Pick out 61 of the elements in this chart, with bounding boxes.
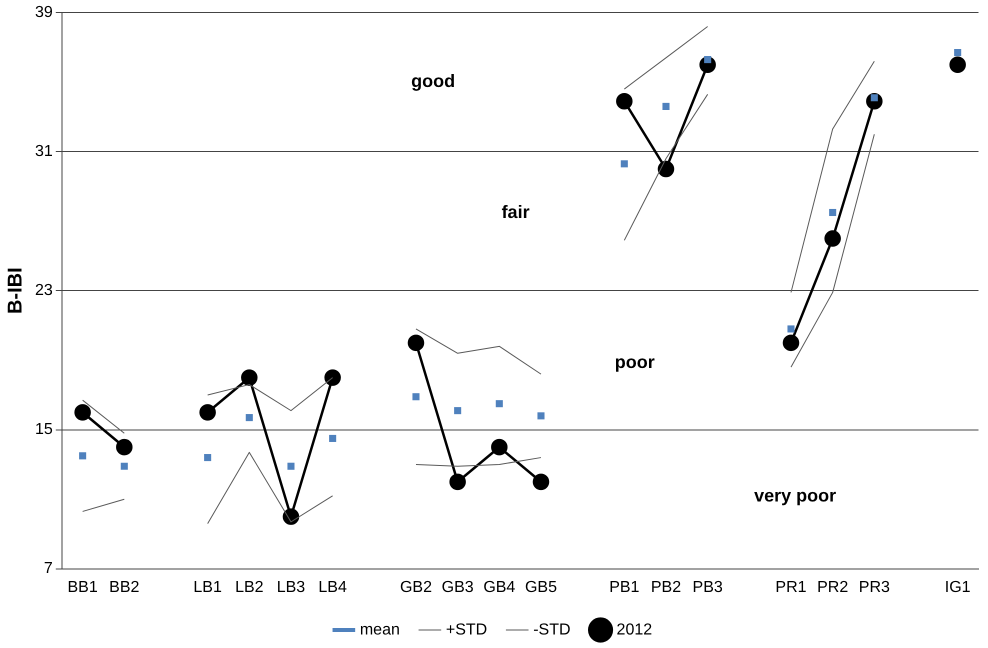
x-tick-label: PR3: [858, 578, 890, 596]
x-tick-label: LB2: [235, 578, 264, 596]
legend-label: mean: [360, 621, 400, 638]
point: [120, 462, 128, 470]
point: [704, 56, 712, 64]
x-tick-label: GB2: [400, 578, 432, 596]
annotation: fair: [502, 202, 530, 222]
point: [287, 462, 295, 470]
point: [74, 404, 91, 421]
x-tick-label: LB3: [276, 578, 306, 596]
point: [532, 474, 550, 490]
point: [408, 334, 424, 352]
point: [79, 452, 86, 460]
y-tick-label: 31: [35, 143, 53, 160]
x-tick-label: BB1: [68, 578, 98, 596]
point: [954, 49, 962, 56]
point: [662, 102, 670, 110]
legend-label: +STD: [446, 621, 488, 638]
point: [537, 412, 545, 420]
point: [824, 230, 841, 247]
legend-label: -STD: [533, 621, 571, 638]
point: [787, 325, 795, 332]
point: [412, 393, 420, 400]
point: [199, 404, 216, 421]
point: [241, 369, 258, 386]
point: [496, 400, 503, 408]
y-axis-title: B-IBI: [4, 267, 27, 314]
x-tick-label: GB3: [442, 578, 474, 596]
point: [491, 438, 508, 456]
point: [782, 334, 800, 352]
point: [246, 414, 253, 422]
x-tick-label: LB1: [193, 578, 222, 596]
x-tick-label: LB4: [318, 578, 347, 596]
point: [324, 369, 341, 386]
y-tick-label: 39: [35, 4, 53, 22]
x-tick-label: PR2: [817, 578, 848, 596]
x-tick-label: PB3: [692, 578, 723, 596]
x-tick-label: PB2: [650, 578, 682, 596]
x-tick-label: PR1: [775, 578, 807, 596]
point: [616, 92, 633, 110]
annotation: very poor: [754, 485, 836, 506]
x-tick-label: GB5: [524, 578, 558, 596]
x-tick-label: GB4: [483, 578, 516, 596]
y-tick-label: 23: [35, 282, 53, 300]
point: [454, 407, 462, 414]
y-tick-label: 15: [35, 421, 53, 438]
x-tick-label: IG1: [944, 578, 971, 596]
point: [329, 434, 336, 442]
point: [449, 474, 466, 490]
y-tick-label: 7: [44, 560, 53, 578]
point: [204, 454, 212, 462]
point: [949, 56, 966, 73]
point: [620, 160, 628, 168]
point: [116, 438, 133, 456]
x-tick-label: BB2: [109, 578, 140, 596]
point: [829, 208, 836, 216]
annotation: good: [411, 71, 456, 92]
point: [658, 160, 674, 178]
legend-label: 2012: [616, 621, 652, 638]
annotation: poor: [614, 352, 655, 372]
x-tick-label: PB1: [609, 578, 640, 596]
